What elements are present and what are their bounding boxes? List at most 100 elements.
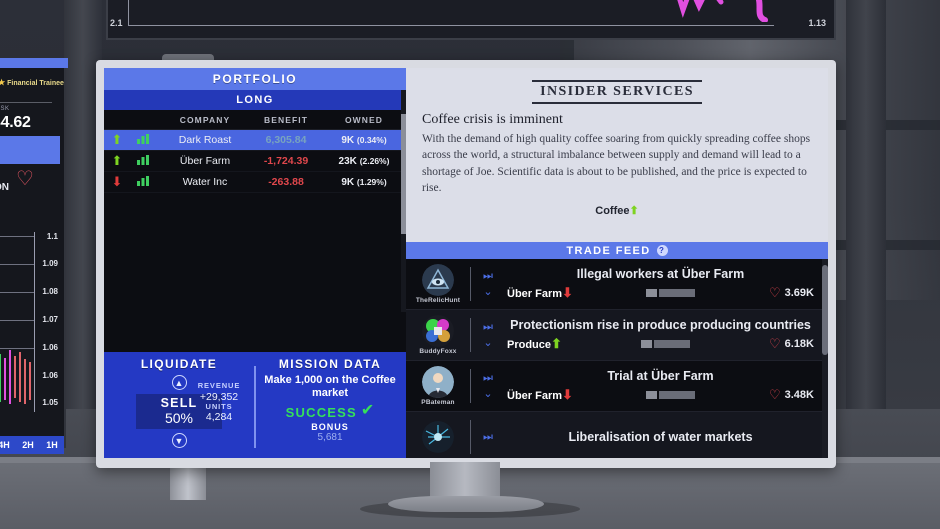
heart-icon[interactable]: ♡ [768,285,781,300]
magenta-line-chart [677,0,768,22]
vote-controls[interactable]: ⏭ ⌄ [477,320,499,349]
table-row[interactable]: ⬆ Über Farm -1,724.39 23K (2.26%) [104,151,406,172]
confidence-bars [646,391,696,399]
timeframe-2h[interactable]: 2H [22,440,34,450]
feed-meta: Produce⬆ ♡ 6.18K [499,336,822,352]
feed-headline: Illegal workers at Über Farm [576,267,745,281]
insider-asset: Coffee⬆ [422,204,812,217]
list-item[interactable]: ⏭ Liberalisation of water markets [406,412,828,458]
candlestick-series [0,350,31,404]
question-mark-icon[interactable]: ? [656,245,668,256]
cell-benefit: -263.88 [268,176,304,188]
feed-scrollbar[interactable] [822,259,828,458]
portfolio-scrollbar[interactable] [401,90,406,312]
feed-meta: Über Farm⬇ ♡ 3.69K [499,285,822,301]
like-count[interactable]: ♡ 3.48K [768,387,814,402]
mission-title: MISSION DATA [278,357,382,371]
cell-benefit: -1,724.39 [263,155,309,167]
heart-icon[interactable]: ♡ [16,168,34,190]
username: BuddyFoxx [419,348,457,355]
insider-headline: Coffee crisis is imminent [422,112,563,127]
price-sublabel: ASK [0,106,10,112]
downvote-icon[interactable]: ⌄ [483,336,493,349]
scrollbar-thumb[interactable] [822,265,828,355]
portfolio-section-long[interactable]: LONG [104,90,406,110]
liquidate-title: LIQUIDATE [140,357,218,371]
like-count[interactable]: ♡ 3.69K [768,285,814,300]
timeframe-1h[interactable]: 1H [46,440,58,450]
arrow-up-circle-icon[interactable]: ▲ [171,375,187,390]
username: PBateman [421,399,455,406]
downvote-icon[interactable]: ⌄ [483,387,493,400]
trend-down-icon: ⬇ [562,285,573,300]
confidence-bars [640,340,690,348]
avatar[interactable]: TheRelicHunt [412,264,464,304]
downvote-icon[interactable]: ⌄ [483,285,493,298]
divider [470,369,471,403]
avatar[interactable]: PBateman [412,366,464,406]
upvote-icon[interactable]: ⏭ [483,269,493,282]
sell-percent: 50% [164,410,194,426]
upvote-icon[interactable]: ⏭ [483,320,493,333]
bottom-panels: LIQUIDATE ▲ SELL 50% ▼ REVENUE +29,352 U… [104,350,406,458]
scrollbar-thumb[interactable] [401,114,406,234]
feed-asset: Produce⬆ [507,336,562,351]
y-tick: 1.06 [42,371,58,380]
list-item[interactable]: PBateman ⏭ ⌄ Trial at Über Farm Über Far… [406,361,828,412]
trend-up-icon: ⬆ [551,336,562,351]
monitor-stand-base [388,496,544,512]
like-count[interactable]: ♡ 6.18K [768,336,814,351]
heart-icon[interactable]: ♡ [768,336,781,351]
sell-button[interactable]: SELL 50% [136,394,222,429]
vote-controls[interactable]: ⏭ ⌄ [477,269,499,298]
list-item[interactable]: BuddyFoxx ⏭ ⌄ Protectionism rise in prod… [406,310,828,361]
table-row[interactable]: ⬇ Water Inc -263.88 9K (1.29%) [104,172,406,193]
avatar[interactable] [412,420,464,454]
eye-pyramid-avatar [422,264,454,296]
units-label: UNITS [205,401,233,411]
colorful-fox-avatar [422,315,454,347]
bar-chart-icon[interactable] [136,175,150,186]
vote-controls[interactable]: ⏭ [477,430,499,443]
units-value: 4,284 [205,411,233,424]
trend-up-icon: ⬆ [111,132,123,147]
confidence-bars [646,289,696,297]
top-monitor: 2.1 1.13 [106,0,836,40]
avatar[interactable]: BuddyFoxx [412,315,464,355]
mission-panel: MISSION DATA Make 1,000 on the Coffee ma… [254,352,406,458]
bonus-value: 5,681 [317,432,343,444]
vote-controls[interactable]: ⏭ ⌄ [477,371,499,400]
portfolio-table-header: COMPANY BENEFIT OWNED [104,110,406,130]
timeframe-4h[interactable]: 4H [0,440,10,450]
star-icon: ★ [0,78,6,87]
upvote-icon[interactable]: ⏭ [483,430,493,443]
table-row[interactable]: ⬆ Dark Roast 6,305.84 9K (0.34%) [104,130,406,151]
rank-label: Financial Trainee [7,80,64,87]
bar-chart-icon[interactable] [136,133,150,144]
arrow-down-circle-icon[interactable]: ▼ [171,433,187,448]
heart-icon[interactable]: ♡ [768,387,781,402]
feed-headline: Protectionism rise in produce producing … [510,318,811,332]
status-label: ON [0,182,9,193]
cell-owned: 9K (1.29%) [341,176,387,188]
bar-chart-icon[interactable] [136,154,150,165]
feed-asset: Über Farm⬇ [507,387,573,402]
left-monitor: ★ Financial Trainee ASK 34.62 ♡ ON 1.1 1… [0,58,68,454]
timeframe-selector[interactable]: 4H 2H 1H [0,436,64,454]
chart-y-axis [34,232,35,412]
monitor-stand-neck [430,462,500,502]
list-item[interactable]: TheRelicHunt ⏭ ⌄ Illegal workers at Über… [406,259,828,310]
main-monitor: PORTFOLIO LONG COMPANY BENEFIT OWNED ⬆ D… [96,60,836,468]
upvote-icon[interactable]: ⏭ [483,371,493,384]
trend-down-icon: ⬇ [562,387,573,402]
column-benefit: BENEFIT [263,114,309,125]
price-value: 34.62 [0,114,31,131]
cell-owned: 9K (0.34%) [341,134,387,146]
trade-feed-label: TRADE FEED [566,244,651,257]
column-company: COMPANY [179,114,231,125]
trade-feed-list[interactable]: TheRelicHunt ⏭ ⌄ Illegal workers at Über… [406,259,828,458]
wall-column-right [846,0,886,440]
feed-headline: Liberalisation of water markets [568,430,753,444]
liquidate-panel: LIQUIDATE ▲ SELL 50% ▼ REVENUE +29,352 U… [104,352,254,458]
